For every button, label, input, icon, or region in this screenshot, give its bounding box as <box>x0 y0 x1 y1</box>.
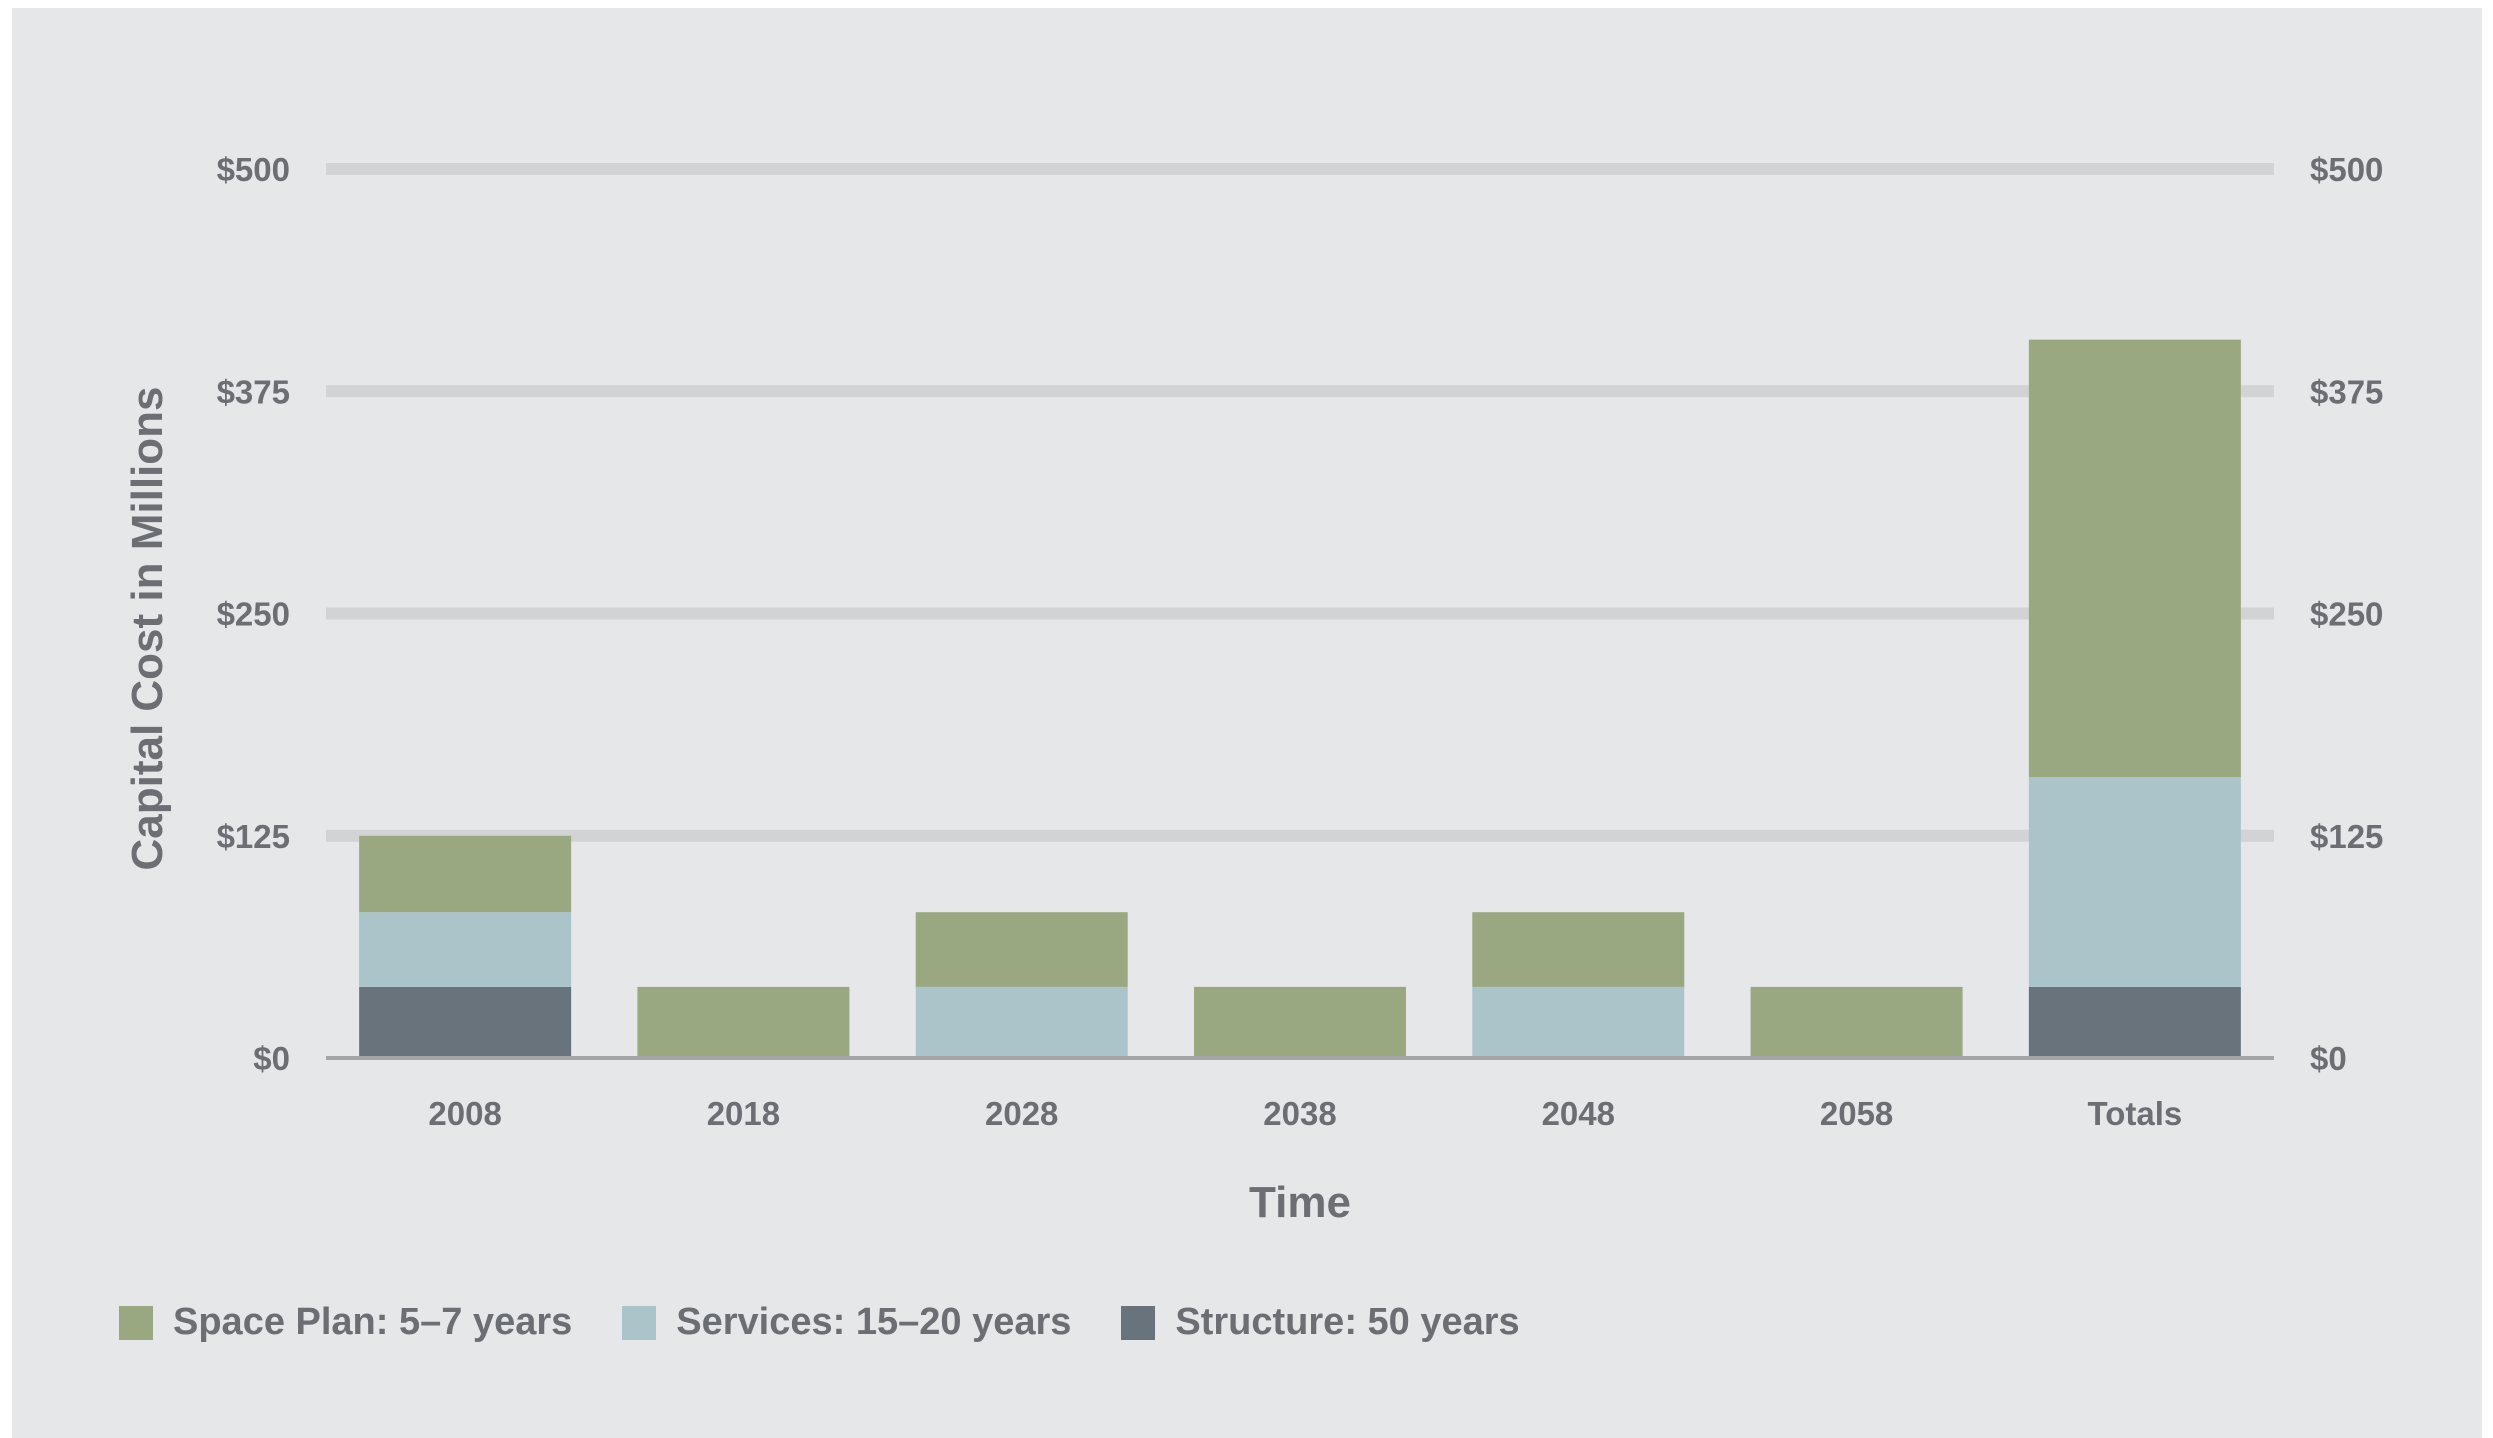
y-tick-label-left: $250 <box>217 596 290 633</box>
x-tick-label: 2038 <box>1263 1095 1336 1132</box>
gridline <box>326 829 2274 842</box>
gridline <box>326 607 2274 620</box>
x-tick-label: Totals <box>2087 1095 2182 1132</box>
bar-segment <box>915 912 1128 987</box>
x-tick-label: 2028 <box>985 1095 1058 1132</box>
bar-segment <box>359 986 572 1058</box>
gridline <box>326 163 2274 175</box>
bar-segment <box>915 986 1128 1058</box>
chart-panel: $0 $125 $250 $375 $500 $0 $125 $250 $375 $500 20… <box>12 8 2482 1438</box>
legend-swatch <box>119 1305 153 1340</box>
bar-segment <box>1472 912 1685 987</box>
bar-segment <box>1194 986 1406 1058</box>
y-tick-label-right: $500 <box>2310 151 2383 188</box>
gridlines <box>326 163 2274 842</box>
x-tick-label: 2018 <box>707 1095 780 1132</box>
y-axis-right-ticks: $0 $125 $250 $375 $500 <box>2310 151 2383 1077</box>
legend: Space Plan: 5–7 years Services: 15–20 yea… <box>119 1301 1570 1344</box>
y-axis-left-ticks: $0 $125 $250 $375 $500 <box>217 151 290 1077</box>
x-tick-label: 2048 <box>1542 1095 1615 1132</box>
gridline <box>326 385 2274 398</box>
y-tick-label-left: $375 <box>217 373 290 410</box>
y-tick-label-left: $125 <box>217 818 290 855</box>
x-axis-title: Time <box>1249 1178 1351 1227</box>
bar-segment <box>1750 986 1963 1058</box>
bar-segment <box>2028 339 2241 778</box>
x-tick-label: 2008 <box>428 1095 501 1132</box>
bar-segment <box>359 912 572 987</box>
x-axis-ticks: 2008 2018 2028 2038 2048 2058 Totals <box>428 1095 2182 1132</box>
bar-segment <box>1472 986 1685 1058</box>
legend-label: Services: 15–20 years <box>676 1301 1072 1343</box>
bar-segment <box>2028 986 2241 1058</box>
legend-label: Structure: 50 years <box>1175 1301 1520 1343</box>
legend-swatch <box>622 1305 657 1340</box>
y-tick-label-right: $125 <box>2310 818 2383 855</box>
legend-item: Services: 15–20 years <box>622 1301 1071 1344</box>
y-tick-label-right: $375 <box>2310 373 2383 410</box>
legend-item: Space Plan: 5–7 years <box>119 1301 572 1344</box>
x-tick-label: 2058 <box>1820 1095 1893 1132</box>
legend-swatch <box>1121 1305 1156 1340</box>
y-axis-title: Capital Cost in Millions <box>123 386 172 870</box>
bars <box>359 339 2241 1058</box>
y-tick-label-left: $500 <box>217 151 290 188</box>
bar-segment <box>2028 777 2241 987</box>
y-tick-label-right: $0 <box>2310 1040 2347 1077</box>
legend-label: Space Plan: 5–7 years <box>173 1301 573 1343</box>
y-tick-label-right: $250 <box>2310 596 2383 633</box>
y-tick-label-left: $0 <box>253 1040 290 1077</box>
legend-item: Structure: 50 years <box>1121 1301 1520 1344</box>
bar-segment <box>637 986 850 1058</box>
bar-segment <box>359 835 572 913</box>
stacked-bar-chart: $0 $125 $250 $375 $500 $0 $125 $250 $375 $500 20… <box>123 151 2383 1227</box>
